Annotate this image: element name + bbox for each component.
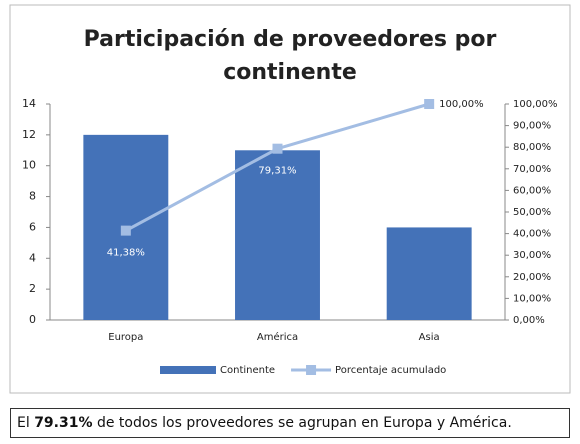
caption-text: de todos los proveedores se agrupan en E…	[92, 415, 512, 431]
y-tick-label: 6	[29, 220, 36, 233]
y2-tick-label: 40,00%	[513, 229, 551, 240]
y-tick-label: 2	[29, 282, 36, 295]
y-tick-label: 0	[29, 313, 36, 326]
y2-tick-label: 50,00%	[513, 207, 551, 218]
bar	[235, 150, 320, 320]
chart-title: Participación de proveedores por	[84, 27, 497, 52]
data-label: 100,00%	[439, 99, 484, 110]
y2-tick-label: 80,00%	[513, 142, 551, 153]
chart-title: continente	[223, 60, 357, 85]
y2-tick-label: 60,00%	[513, 185, 551, 196]
x-tick-label: Asia	[419, 332, 440, 343]
y2-tick-label: 0,00%	[513, 315, 545, 326]
marker	[424, 99, 435, 109]
y2-tick-label: 30,00%	[513, 250, 551, 261]
x-tick-label: Europa	[108, 332, 143, 343]
data-label: 41,38%	[107, 248, 145, 259]
x-tick-label: América	[257, 331, 298, 343]
data-label: 79,31%	[258, 166, 296, 177]
y-tick-label: 4	[29, 251, 36, 264]
marker	[120, 225, 131, 236]
y2-tick-label: 100,00%	[513, 99, 558, 110]
caption: El 79.31% de todos los proveedores se ag…	[10, 408, 570, 438]
marker	[272, 143, 283, 154]
legend-label: Continente	[220, 365, 275, 376]
legend-swatch	[160, 366, 216, 374]
y2-tick-label: 70,00%	[513, 164, 551, 175]
legend-marker	[306, 365, 317, 375]
y2-tick-label: 10,00%	[513, 293, 551, 304]
legend-label: Porcentaje acumulado	[335, 365, 446, 376]
caption-text: El	[17, 415, 35, 431]
y-tick-label: 10	[22, 159, 36, 172]
y-tick-label: 8	[29, 190, 36, 203]
y2-tick-label: 90,00%	[513, 121, 551, 132]
y-tick-label: 12	[22, 128, 36, 141]
chart: Participación de proveedores por contine…	[9, 4, 571, 394]
bar	[386, 227, 472, 320]
caption-highlight: 79.31%	[34, 415, 93, 431]
y-tick-label: 14	[22, 97, 36, 110]
y2-tick-label: 20,00%	[513, 272, 551, 283]
